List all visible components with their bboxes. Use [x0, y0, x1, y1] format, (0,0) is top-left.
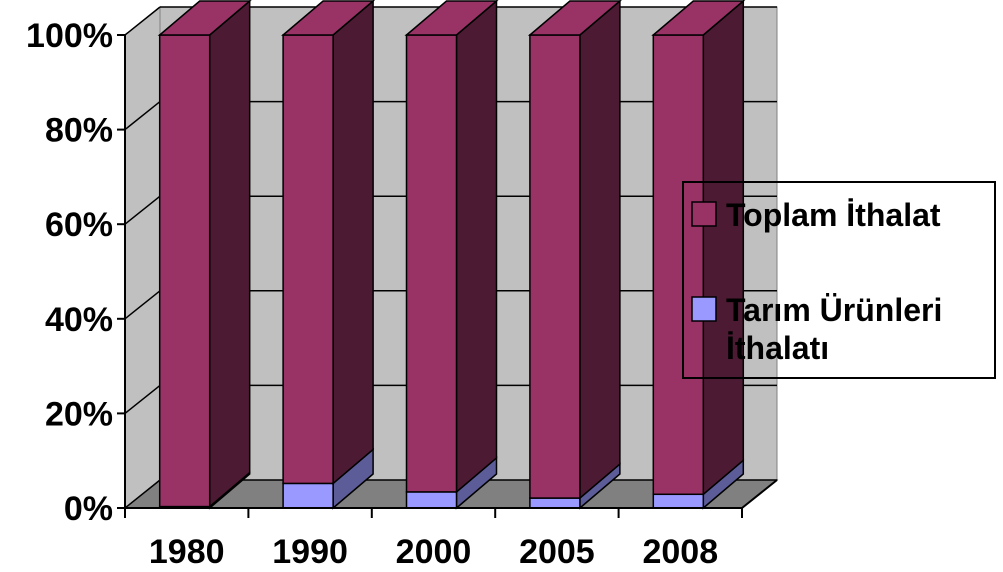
x-tick-label: 2008	[642, 533, 718, 571]
floor-edge	[741, 479, 778, 509]
bar-stack	[527, 0, 622, 510]
bar	[529, 34, 581, 499]
y-tick-label: 100%	[26, 17, 113, 55]
y-tick-label: 60%	[45, 206, 113, 244]
bar-stack	[157, 0, 252, 510]
bar	[405, 491, 458, 509]
gridline-side	[124, 290, 161, 320]
bar-stack	[404, 0, 499, 510]
legend-swatch	[691, 296, 717, 322]
bars	[157, 0, 746, 510]
bar-side	[208, 0, 251, 509]
y-tick-label: 0%	[64, 490, 113, 528]
legend-label-line: Tarım Ürünleri	[726, 292, 942, 328]
bar	[652, 493, 705, 509]
bar	[282, 34, 334, 485]
bar-top	[157, 0, 252, 36]
gridline-side	[124, 6, 161, 36]
axes: 0% 20% 40% 60% 80% 100% 1980 1990 2000 2005 2008	[26, 17, 778, 571]
bar-stack	[651, 0, 746, 510]
side-wall	[124, 5, 161, 510]
bar	[405, 34, 458, 493]
bar	[652, 34, 705, 496]
y-tick-label: 20%	[45, 395, 113, 433]
legend-swatch	[691, 201, 717, 227]
y-tick-label: 80%	[45, 112, 113, 150]
x-tick-label: 2005	[519, 533, 595, 571]
bar-side	[332, 0, 374, 486]
bar-top	[527, 0, 622, 36]
x-tick-label: 1980	[149, 533, 225, 571]
gridline-side	[124, 479, 161, 509]
bar-side	[579, 0, 621, 500]
bar-side	[455, 0, 498, 494]
gridline-side	[124, 101, 161, 131]
legend: Toplam İthalat Tarım Ürünleri İthalatı	[682, 181, 996, 379]
x-tick-label: 2000	[396, 533, 472, 571]
gridline-side	[124, 384, 161, 414]
y-tick-label: 40%	[45, 301, 113, 339]
x-tick-label: 1990	[272, 533, 348, 571]
bar-side	[702, 0, 745, 496]
bar	[282, 482, 334, 509]
gridline-side	[124, 195, 161, 225]
legend-label-line: İthalatı	[726, 330, 829, 366]
bar-stack	[281, 0, 376, 510]
bar	[158, 34, 211, 508]
bar	[529, 497, 581, 509]
legend-label: Toplam İthalat	[726, 197, 941, 233]
bar-top	[651, 0, 746, 36]
bar-top	[404, 0, 499, 36]
legend-label: Tarım Ürünleri İthalatı	[726, 292, 942, 366]
legend-box	[682, 181, 996, 379]
bar-top	[281, 0, 376, 36]
